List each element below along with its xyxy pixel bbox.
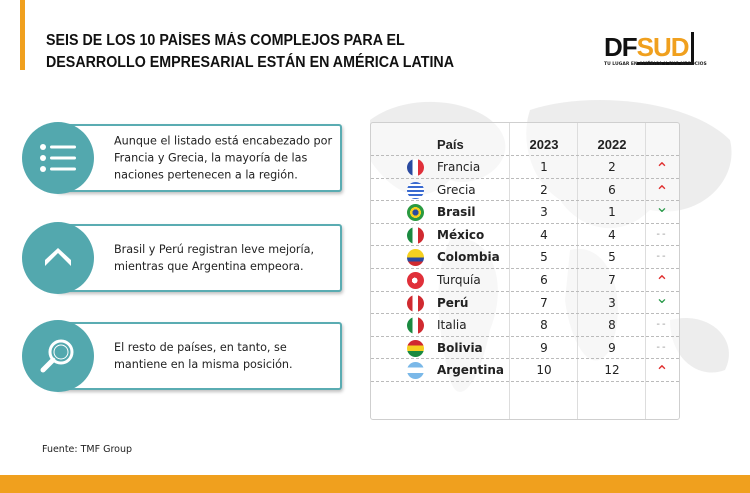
rank-2023: 3 (540, 205, 548, 220)
flag-icon (407, 339, 424, 357)
rank-2022: 6 (608, 182, 616, 197)
table-row: Brasil 3 1 ⌄ (371, 197, 679, 224)
logo-df: DF (604, 32, 638, 62)
info-card: Brasil y Perú registran leve mejoría, mi… (22, 222, 342, 294)
table-row: Francia 1 2 ⌃ (371, 156, 679, 179)
no-change-icon: -- (656, 341, 668, 353)
trend-up-icon: ⌃ (655, 272, 669, 291)
flag-icon (407, 226, 424, 244)
table-header: País 2023 2022 (371, 133, 679, 156)
card-text: Brasil y Perú registran leve mejoría, mi… (114, 243, 315, 273)
magnifier-icon (22, 320, 94, 392)
card-text: Aunque el listado está encabezado por Fr… (114, 134, 333, 182)
rank-2023: 7 (540, 295, 548, 310)
rank-2023: 5 (540, 250, 548, 265)
title-line: DESARROLLO EMPRESARIAL ESTÁN EN AMÉRICA … (46, 54, 455, 71)
rank-2023: 9 (540, 340, 548, 355)
accent-bar (20, 0, 25, 70)
flag-icon (407, 362, 424, 380)
trend-up-icon: ⌃ (655, 362, 669, 382)
country-name: Brasil (437, 205, 476, 220)
column-divider (645, 123, 646, 419)
rank-2023: 4 (540, 227, 548, 242)
chevron-up-icon (22, 222, 94, 294)
no-change-icon: -- (656, 319, 668, 331)
dfsud-logo: DFSUD TU LUGAR EN AMÉRICA Y SUS NEGOCIOS (604, 32, 707, 67)
country-name: Francia (437, 160, 481, 174)
rank-2022: 12 (604, 363, 620, 378)
country-name: Grecia (437, 182, 476, 197)
flag-icon (407, 159, 424, 176)
table-row: Bolivia 9 9 -- (371, 337, 679, 360)
flag-icon (407, 181, 424, 199)
rank-2022: 3 (608, 295, 616, 310)
title-line: SEIS DE LOS 10 PAÍSES MÁS COMPLEJOS PARA… (46, 32, 405, 49)
rank-2023: 6 (540, 273, 548, 287)
source-note: Fuente: TMF Group (42, 444, 133, 455)
card-box (56, 224, 342, 292)
rank-2023: 10 (536, 363, 552, 378)
flag-icon (407, 272, 424, 289)
trend-down-icon: ⌄ (655, 287, 669, 307)
rank-2022: 4 (608, 227, 616, 242)
rank-2023: 1 (540, 160, 548, 174)
table-row: Italia 8 8 -- (371, 314, 679, 337)
info-card: Aunque el listado está encabezado por Fr… (22, 122, 342, 194)
trend-down-icon: ⌄ (655, 197, 669, 217)
no-change-icon: -- (656, 251, 668, 263)
trend-up-icon: ⌃ (655, 181, 669, 201)
card-text: El resto de países, en tanto, se mantien… (114, 341, 293, 371)
footer-bar (0, 475, 750, 493)
country-name: Argentina (437, 363, 504, 378)
table-row: Perú 7 3 ⌄ (371, 288, 679, 315)
rank-2023: 2 (540, 182, 548, 197)
flag-icon (407, 317, 424, 335)
no-change-icon: -- (656, 228, 668, 240)
rank-2022: 8 (608, 318, 616, 333)
table-row: Grecia 2 6 ⌃ (371, 179, 679, 202)
flag-icon (407, 204, 424, 222)
logo-tagline: TU LUGAR EN AMÉRICA Y SUS NEGOCIOS (604, 62, 707, 67)
card-box (56, 322, 342, 390)
header-2023: 2023 (529, 137, 559, 152)
country-name: Colombia (437, 250, 500, 265)
flag-icon (407, 294, 424, 312)
header-country: País (437, 137, 464, 152)
country-name: Turquía (437, 273, 481, 287)
info-card: El resto de países, en tanto, se mantien… (22, 320, 342, 392)
table-row: Colombia 5 5 -- (371, 246, 679, 269)
ranking-table: País 2023 2022 Francia 1 2 ⌃ Grecia 2 6 … (370, 122, 680, 420)
page-title: SEIS DE LOS 10 PAÍSES MÁS COMPLEJOS PARA… (46, 30, 454, 74)
table-row: Argentina 10 12 ⌃ (371, 359, 679, 382)
rank-2023: 8 (540, 318, 548, 333)
column-divider (577, 123, 578, 419)
rank-2022: 9 (608, 340, 616, 355)
country-name: Bolivia (437, 340, 483, 355)
rank-2022: 1 (608, 205, 616, 220)
country-name: México (437, 227, 485, 242)
flag-icon (407, 249, 424, 267)
rank-2022: 7 (608, 273, 616, 287)
column-divider (509, 123, 510, 419)
logo-sud: SUD (636, 32, 694, 65)
country-name: Italia (437, 318, 467, 333)
rank-2022: 5 (608, 250, 616, 265)
header-2022: 2022 (597, 137, 627, 152)
list-icon (22, 122, 94, 194)
trend-up-icon: ⌃ (655, 159, 669, 178)
table-row: Turquía 6 7 ⌃ (371, 269, 679, 292)
table-row: México 4 4 -- (371, 224, 679, 247)
country-name: Perú (437, 295, 469, 310)
rank-2022: 2 (608, 160, 616, 174)
